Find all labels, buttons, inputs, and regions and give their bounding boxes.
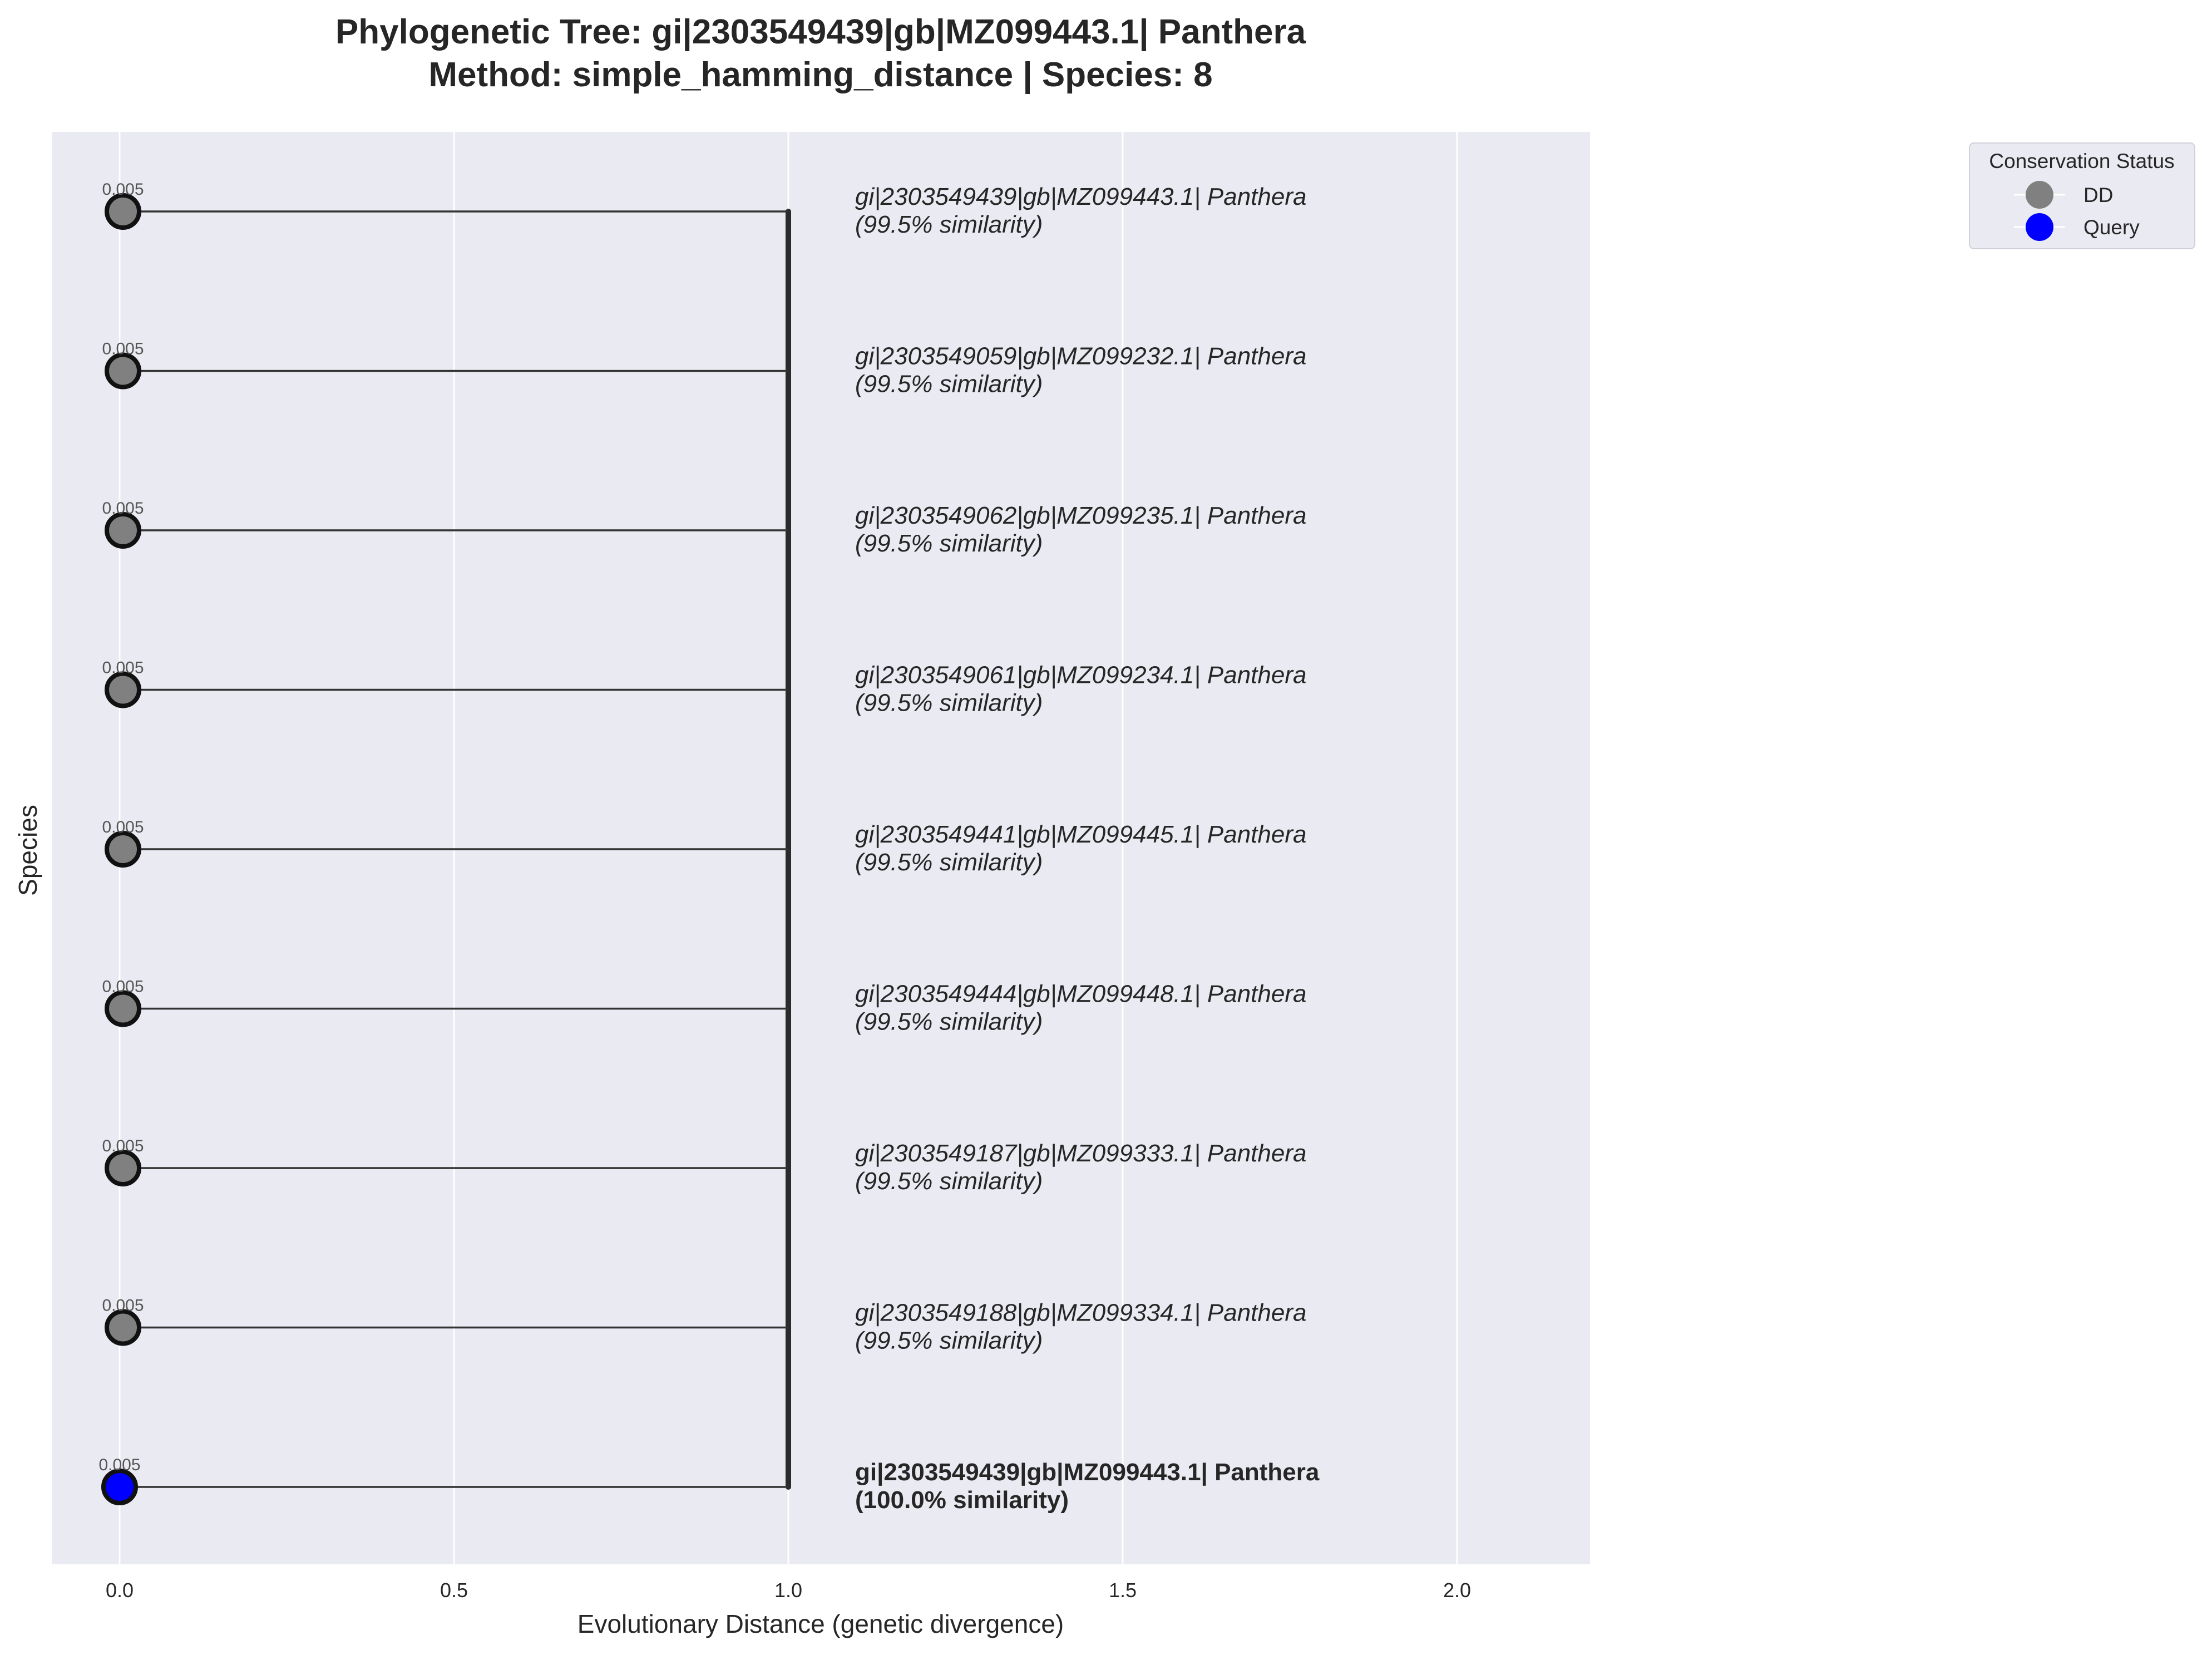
x-tick-label-3: 1.5 <box>1109 1579 1137 1602</box>
species-similarity-label-1: (99.5% similarity) <box>855 371 1043 398</box>
legend-title: Conservation Status <box>1989 150 2174 173</box>
legend-label-1: Query <box>2083 216 2140 239</box>
distance-label-3: 0.005 <box>102 659 144 677</box>
x-tick-label-2: 1.0 <box>774 1579 802 1602</box>
distance-label-2: 0.005 <box>102 499 144 518</box>
species-name-label-1: gi|2303549059|gb|MZ099232.1| Panthera <box>855 343 1306 370</box>
species-marker-1 <box>105 352 142 390</box>
query-marker <box>101 1469 138 1505</box>
species-name-label-3: gi|2303549061|gb|MZ099234.1| Panthera <box>855 662 1306 689</box>
species-marker-5 <box>105 990 142 1027</box>
distance-label-7: 0.005 <box>102 1297 144 1315</box>
species-similarity-label-2: (99.5% similarity) <box>855 530 1043 557</box>
legend-label-0: DD <box>2083 184 2113 206</box>
distance-label-4: 0.005 <box>102 818 144 836</box>
species-marker-3 <box>105 671 142 708</box>
species-name-label-0: gi|2303549439|gb|MZ099443.1| Panthera <box>855 183 1306 210</box>
species-similarity-label-7: (99.5% similarity) <box>855 1327 1043 1354</box>
distance-label-5: 0.005 <box>102 978 144 996</box>
species-name-label-4: gi|2303549441|gb|MZ099445.1| Panthera <box>855 821 1306 848</box>
species-marker-7 <box>105 1309 142 1346</box>
species-marker-6 <box>105 1150 142 1186</box>
legend-box <box>1969 142 2195 249</box>
legend-marker-0 <box>2026 181 2053 209</box>
species-similarity-label-3: (99.5% similarity) <box>855 689 1043 717</box>
species-similarity-label-5: (99.5% similarity) <box>855 1008 1043 1036</box>
species-similarity-label-8: (100.0% similarity) <box>855 1486 1069 1514</box>
species-similarity-label-0: (99.5% similarity) <box>855 211 1043 238</box>
legend-marker-1 <box>2026 213 2053 241</box>
species-marker-4 <box>105 831 142 868</box>
x-tick-label-0: 0.0 <box>106 1579 134 1602</box>
species-name-label-7: gi|2303549188|gb|MZ099334.1| Panthera <box>855 1299 1306 1327</box>
species-similarity-label-6: (99.5% similarity) <box>855 1168 1043 1195</box>
distance-label-6: 0.005 <box>102 1137 144 1155</box>
x-tick-label-4: 2.0 <box>1443 1579 1471 1602</box>
species-name-label-2: gi|2303549062|gb|MZ099235.1| Panthera <box>855 502 1306 529</box>
branches <box>120 210 788 1488</box>
species-name-label-6: gi|2303549187|gb|MZ099333.1| Panthera <box>855 1140 1306 1167</box>
x-tick-label-1: 0.5 <box>440 1579 468 1602</box>
distance-label-0: 0.005 <box>102 180 144 199</box>
plot-area <box>52 132 1590 1564</box>
species-labels: 0.005 gi|2303549439|gb|MZ099443.1| Panthe… <box>98 180 1319 1514</box>
legend: Conservation Status DD Query <box>1969 142 2195 249</box>
species-similarity-label-4: (99.5% similarity) <box>855 849 1043 876</box>
species-marker-0 <box>105 193 142 230</box>
species-name-label-5: gi|2303549444|gb|MZ099448.1| Panthera <box>855 981 1306 1008</box>
y-axis-label: Species <box>13 805 42 896</box>
x-axis-ticks: 0.0 0.5 1.0 1.5 2.0 <box>106 1579 1471 1602</box>
distance-label-1: 0.005 <box>102 340 144 358</box>
distance-label-8: 0.005 <box>98 1456 140 1474</box>
species-marker-2 <box>105 512 142 549</box>
chart-title-line-1: Phylogenetic Tree: gi|2303549439|gb|MZ09… <box>335 13 1306 52</box>
species-markers <box>101 193 142 1505</box>
chart-title-line-2: Method: simple_hamming_distance | Specie… <box>428 56 1212 95</box>
species-name-label-8: gi|2303549439|gb|MZ099443.1| Panthera <box>855 1459 1320 1486</box>
x-axis-label: Evolutionary Distance (genetic divergenc… <box>577 1609 1064 1638</box>
